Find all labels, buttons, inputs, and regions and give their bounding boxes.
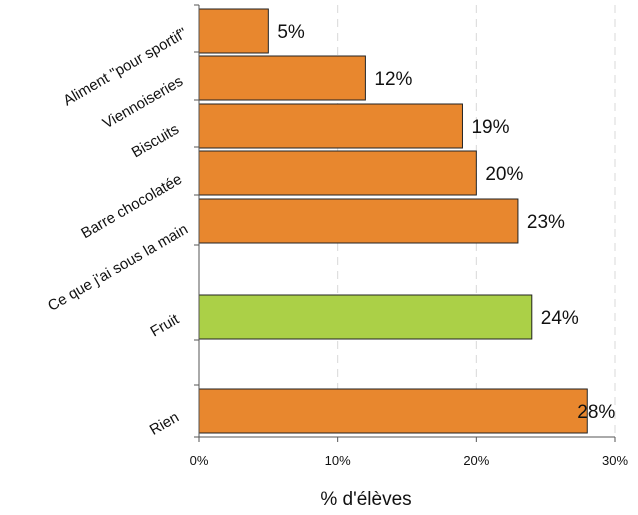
bar-1 bbox=[198, 55, 366, 101]
bars bbox=[198, 8, 588, 434]
x-axis-title: % d'élèves bbox=[320, 489, 411, 510]
category-label-6: Rien bbox=[147, 409, 182, 439]
data-label-0: 5% bbox=[277, 22, 305, 43]
x-tick-label-3: 30% bbox=[602, 453, 628, 468]
bar-5 bbox=[198, 294, 533, 340]
category-label-5: Fruit bbox=[148, 310, 183, 340]
bar-6 bbox=[198, 388, 588, 434]
x-tick-label-1: 10% bbox=[325, 453, 351, 468]
bar-2 bbox=[198, 103, 463, 149]
x-tick-label-0: 0% bbox=[190, 453, 209, 468]
axes bbox=[194, 4, 616, 442]
category-label-0: Aliment "pour sportif" bbox=[60, 25, 190, 110]
data-label-4: 23% bbox=[527, 212, 565, 233]
data-label-6: 28% bbox=[577, 402, 615, 423]
category-label-2: Biscuits bbox=[129, 121, 182, 162]
bar-4 bbox=[198, 198, 519, 244]
category-label-4: Ce que j'ai sous la main bbox=[45, 221, 191, 315]
bar-3 bbox=[198, 150, 477, 196]
data-label-3: 20% bbox=[485, 164, 523, 185]
bar-0 bbox=[198, 8, 269, 54]
data-label-2: 19% bbox=[471, 117, 509, 138]
data-label-1: 12% bbox=[374, 69, 412, 90]
x-tick-label-2: 20% bbox=[463, 453, 489, 468]
data-label-5: 24% bbox=[541, 308, 579, 329]
